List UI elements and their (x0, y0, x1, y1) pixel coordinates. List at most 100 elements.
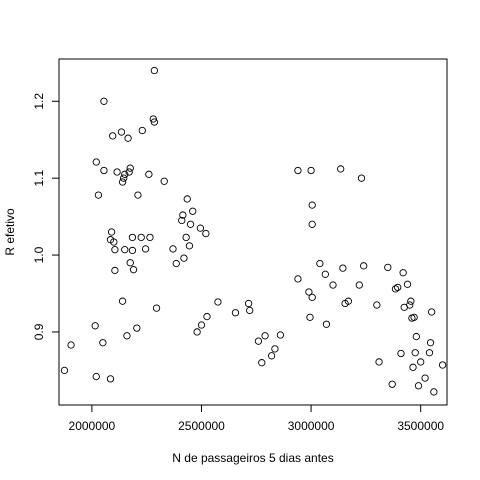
data-point (118, 297, 127, 305)
data-point (149, 115, 157, 123)
data-point (94, 191, 103, 199)
data-point (294, 166, 302, 175)
data-point (117, 128, 126, 136)
y-tick-label: 0.9 (32, 323, 46, 340)
data-point (339, 264, 347, 272)
data-point (107, 228, 116, 236)
y-tick-label: 1.0 (32, 246, 46, 263)
data-point (125, 168, 133, 176)
data-point (124, 134, 132, 142)
data-point (329, 281, 337, 289)
data-point (261, 332, 269, 340)
data-point (145, 170, 153, 178)
data-point (337, 165, 345, 173)
data-point (100, 97, 108, 105)
data-point (182, 233, 190, 242)
data-point (118, 178, 127, 186)
data-point (267, 352, 276, 360)
y-axis-title: R efetivo (3, 208, 17, 256)
data-point (150, 66, 159, 75)
data-point (355, 281, 363, 289)
data-point (120, 174, 128, 182)
data-points (60, 66, 447, 396)
data-point (409, 363, 417, 371)
data-point (111, 246, 119, 254)
x-tick-label: 2500000 (178, 419, 225, 433)
data-point (322, 320, 331, 328)
data-point (109, 132, 117, 140)
data-point (128, 233, 137, 242)
data-point (67, 341, 75, 349)
data-point (276, 331, 285, 339)
data-point (258, 359, 266, 367)
data-point (60, 366, 69, 375)
data-point (179, 211, 187, 219)
data-point (189, 207, 197, 215)
data-point (100, 166, 108, 175)
data-point (160, 177, 168, 185)
data-point (91, 322, 99, 330)
data-point (99, 339, 107, 347)
data-point (113, 168, 121, 176)
data-point (360, 262, 368, 270)
data-point (357, 174, 366, 182)
data-point (412, 332, 420, 341)
data-point (294, 275, 302, 283)
data-point (121, 246, 129, 254)
data-point (137, 233, 145, 242)
data-point (406, 301, 414, 309)
data-point (375, 358, 383, 366)
data-point (308, 220, 316, 228)
x-tick-label: 3000000 (288, 419, 335, 433)
data-point (344, 297, 353, 305)
data-point (373, 301, 381, 309)
data-point (394, 283, 402, 292)
x-tick-label: 3500000 (397, 419, 444, 433)
data-point (410, 313, 418, 321)
data-point (138, 126, 146, 135)
data-point (197, 321, 206, 329)
data-point (414, 382, 423, 390)
data-point (186, 220, 195, 228)
data-point (172, 259, 180, 268)
data-point (308, 201, 316, 209)
data-point (126, 164, 134, 172)
data-point (399, 269, 407, 277)
data-point (178, 216, 186, 225)
data-point (271, 345, 279, 353)
data-point (183, 195, 191, 203)
data-point (388, 380, 396, 388)
y-tick-label: 1.2 (32, 93, 46, 110)
data-point (425, 349, 434, 357)
data-point (128, 246, 137, 255)
data-point (421, 374, 429, 382)
data-point (141, 245, 150, 253)
data-point (305, 288, 313, 296)
data-point (307, 166, 315, 175)
data-point (308, 293, 316, 302)
data-point (403, 280, 412, 288)
data-point (169, 245, 177, 253)
data-point (203, 312, 211, 321)
data-point (321, 270, 329, 278)
data-point (426, 339, 435, 347)
data-point (92, 372, 100, 381)
data-point (123, 332, 131, 340)
data-point (430, 388, 438, 396)
data-point (111, 266, 119, 275)
data-point (411, 349, 419, 357)
x-tick-label: 2000000 (69, 419, 116, 433)
plot-frame (58, 58, 448, 406)
data-point (202, 229, 210, 238)
data-point (129, 266, 138, 274)
data-point (254, 337, 263, 345)
data-point (106, 375, 115, 383)
data-point (193, 328, 201, 336)
data-point (214, 298, 222, 306)
data-point (407, 297, 415, 305)
data-point (134, 191, 142, 199)
x-axis-title: N de passageiros 5 dias antes (172, 451, 333, 465)
data-point (121, 170, 129, 178)
data-point (185, 242, 194, 250)
